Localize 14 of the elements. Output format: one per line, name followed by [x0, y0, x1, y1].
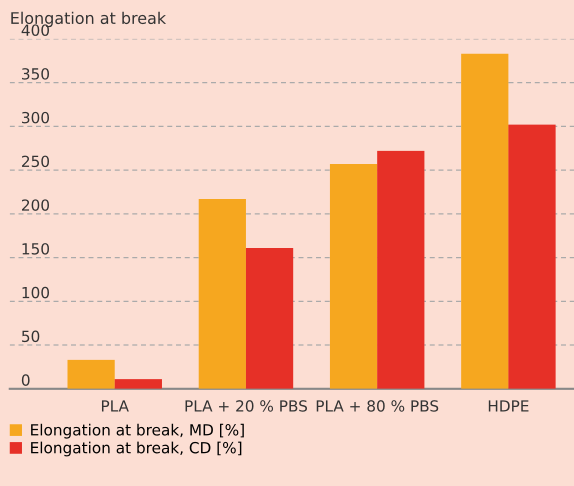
legend-label: Elongation at break, CD [%]	[31, 442, 242, 456]
legend-label: Elongation at break, MD [%]	[31, 424, 244, 439]
y-tick-label: 300	[22, 112, 50, 124]
x-tick-label: PLA + 20 % PBS	[186, 400, 308, 412]
x-tick-label: PLA	[102, 400, 129, 412]
y-tick-label: 150	[22, 243, 50, 255]
y-tick-label: 250	[22, 156, 50, 168]
y-tick-label: 50	[22, 330, 40, 342]
y-tick-label: 100	[22, 286, 50, 298]
x-tick-label: HDPE	[488, 400, 528, 412]
x-tick-label: PLA + 80 % PBS	[316, 400, 438, 412]
y-tick-label: 350	[22, 68, 50, 80]
y-tick-label: 200	[22, 199, 50, 211]
y-tick-label: 0	[22, 374, 30, 386]
